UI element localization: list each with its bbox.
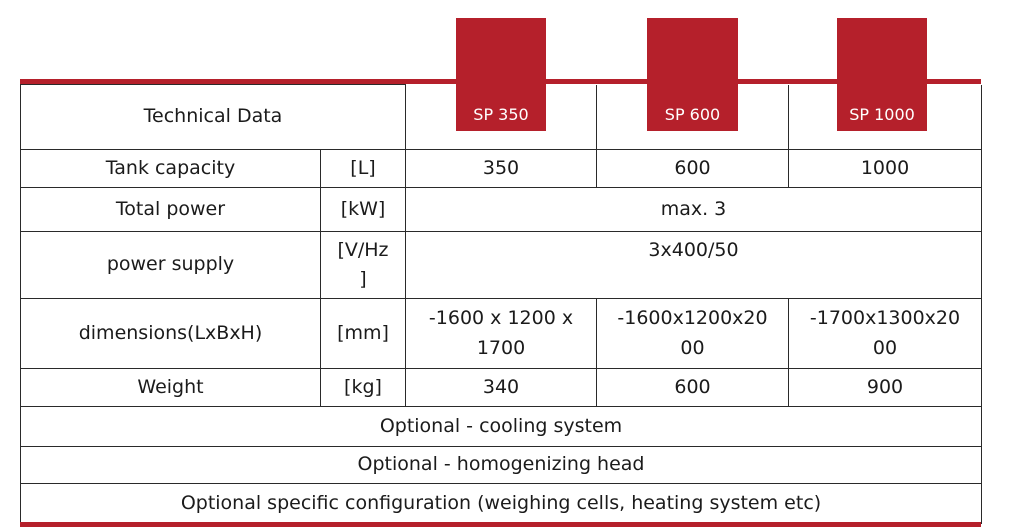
model-label: SP 350 [473,105,529,124]
model-tab-sp1000: SP 1000 [837,18,927,131]
value-cell: 3x400/50 [405,231,982,299]
model-tab-sp600: SP 600 [647,18,738,131]
value-cell: max. 3 [405,187,982,232]
value-cell: 900 [788,368,982,407]
row-unit: [L] [320,149,406,188]
optional-row: Optional - homogenizing head [20,446,982,484]
row-unit: [V/Hz ] [320,231,406,299]
value-cell: 600 [596,149,789,188]
value-cell: 340 [405,368,597,407]
row-label: Tank capacity [20,149,321,188]
value-cell: -1600x1200x20 00 [596,298,789,369]
value-cell: -1600 x 1200 x 1700 [405,298,597,369]
table-row: Optional - cooling system [20,406,982,447]
technical-data-title: Technical Data [20,84,406,150]
bottom-rule [20,522,981,527]
optional-row: Optional specific configuration (weighin… [20,483,982,524]
row-label: Weight [20,368,321,407]
model-tab-sp350: SP 350 [456,18,546,131]
optional-row: Optional - cooling system [20,406,982,447]
table-row: Optional specific configuration (weighin… [20,483,982,524]
model-label: SP 1000 [849,105,915,124]
table-row: dimensions(LxBxH) [mm] -1600 x 1200 x 17… [20,298,982,369]
value-cell: 1000 [788,149,982,188]
unit-line: ] [359,268,367,290]
row-unit: [mm] [320,298,406,369]
unit-line: [V/Hz [337,238,389,261]
row-label: Total power [20,187,321,232]
value-line: 00 [680,336,705,359]
value-line: 1700 [476,336,526,359]
table-row: Weight [kg] 340 600 900 [20,368,982,407]
value-cell: 600 [596,368,789,407]
table-row: power supply [V/Hz ] 3x400/50 [20,231,982,299]
value-line: -1600x1200x20 [617,307,768,330]
row-unit: [kW] [320,187,406,232]
table-row: Tank capacity [L] 350 600 1000 [20,149,982,188]
value-line: 00 [872,336,898,359]
table-row: Total power [kW] max. 3 [20,187,982,232]
value-line: -1700x1300x20 [809,307,961,330]
value-line: -1600 x 1200 x [428,307,574,330]
row-unit: [kg] [320,368,406,407]
model-label: SP 600 [664,105,721,124]
technical-data-table: Technical Data Tank capacity [L] 350 600… [20,84,982,524]
row-label: power supply [20,231,321,299]
value-cell: 350 [405,149,597,188]
value-cell: -1700x1300x20 00 [788,298,982,369]
table-row: Optional - homogenizing head [20,446,982,484]
row-label: dimensions(LxBxH) [20,298,321,369]
